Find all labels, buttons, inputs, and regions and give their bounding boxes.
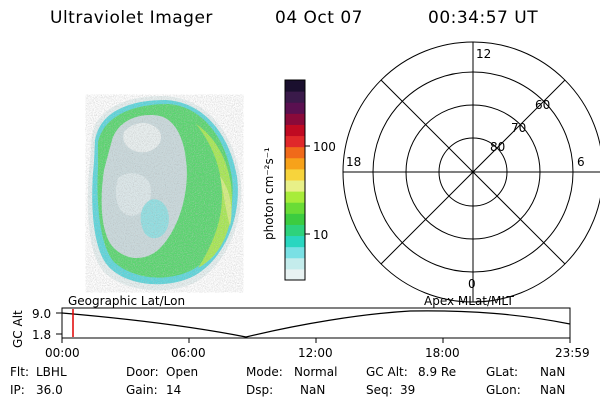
timeline-right-label: Apex MLat/MLT bbox=[424, 294, 514, 308]
info-glon-label: GLon: bbox=[486, 383, 521, 397]
timeline-left-label: Geographic Lat/Lon bbox=[68, 294, 186, 308]
timeline-xtick-1200: 12:00 bbox=[298, 346, 333, 360]
info-mode-value: Normal bbox=[294, 365, 338, 379]
mlt-label-12: 12 bbox=[476, 47, 492, 61]
info-mode-label: Mode: bbox=[246, 365, 283, 379]
colorbar-stripe bbox=[285, 113, 305, 125]
colorbar-stripe bbox=[285, 257, 305, 270]
colorbar-tick-100: 100 bbox=[313, 140, 336, 154]
header-date: 04 Oct 07 bbox=[275, 8, 363, 28]
colorbar-stripe bbox=[285, 135, 305, 148]
info-gcalt-value: 8.9 Re bbox=[418, 365, 457, 379]
info-door-value: Open bbox=[166, 365, 199, 379]
colorbar-tick-10: 10 bbox=[313, 228, 329, 242]
header-time: 00:34:57 UT bbox=[428, 8, 539, 28]
mlt-diagonal-2 bbox=[380, 79, 566, 265]
color-scale-ticks bbox=[305, 145, 310, 235]
timeline-xtick-1800: 18:00 bbox=[425, 346, 460, 360]
info-gcalt-label: GC Alt: bbox=[366, 365, 408, 379]
lat-label-80: 80 bbox=[490, 140, 506, 154]
info-dsp-value: NaN bbox=[300, 383, 326, 397]
colorbar-stripe bbox=[285, 191, 305, 203]
colorbar-stripe bbox=[285, 224, 305, 237]
colorbar-stripe bbox=[285, 146, 305, 159]
timeline-ytick-9: 9.0 bbox=[32, 307, 52, 321]
colorbar-stripe bbox=[285, 91, 305, 103]
info-flt-value: LBHL bbox=[36, 365, 67, 379]
info-door-label: Door: bbox=[126, 365, 159, 379]
timeline-xtick-0600: 06:00 bbox=[171, 346, 206, 360]
info-gain-label: Gain: bbox=[126, 383, 158, 397]
mlt-label-6: 6 bbox=[577, 155, 585, 169]
colorbar-stripe bbox=[285, 80, 305, 92]
info-seq-label: Seq: bbox=[366, 383, 393, 397]
timeline-ytick-1-8: 1.8 bbox=[32, 328, 52, 342]
colorbar-stripe bbox=[285, 235, 305, 248]
info-ip-label: IP: bbox=[10, 383, 25, 397]
colorbar-stripe bbox=[285, 168, 305, 181]
info-glon-value: NaN bbox=[540, 383, 566, 397]
lat-label-60: 60 bbox=[535, 98, 551, 112]
colorbar-stripe bbox=[285, 202, 305, 214]
colorbar-stripe bbox=[285, 246, 305, 259]
altitude-curve bbox=[61, 310, 571, 338]
colorbar-stripe bbox=[285, 124, 305, 137]
info-glat-label: GLat: bbox=[486, 365, 519, 379]
lat-label-70: 70 bbox=[511, 121, 527, 135]
colorbar-stripe bbox=[285, 157, 305, 170]
colorbar-stripe bbox=[285, 213, 305, 225]
colorbar-stripe bbox=[285, 180, 305, 192]
color-scale-bar bbox=[284, 79, 306, 281]
info-seq-value: 39 bbox=[400, 383, 416, 397]
mlt-label-18: 18 bbox=[346, 155, 362, 169]
info-gain-value: 14 bbox=[166, 383, 182, 397]
colorbar-stripe bbox=[285, 268, 305, 281]
info-dsp-label: Dsp: bbox=[246, 383, 274, 397]
info-flt-label: Flt: bbox=[10, 365, 29, 379]
timeline-xtick-2359: 23:59 bbox=[555, 346, 590, 360]
colorbar-stripe bbox=[285, 102, 305, 114]
timeline-xtick-0000: 00:00 bbox=[45, 346, 80, 360]
instrument-title: Ultraviolet Imager bbox=[50, 8, 213, 28]
mlt-label-0: 0 bbox=[468, 277, 476, 291]
info-ip-value: 36.0 bbox=[36, 383, 63, 397]
info-glat-value: NaN bbox=[540, 365, 566, 379]
